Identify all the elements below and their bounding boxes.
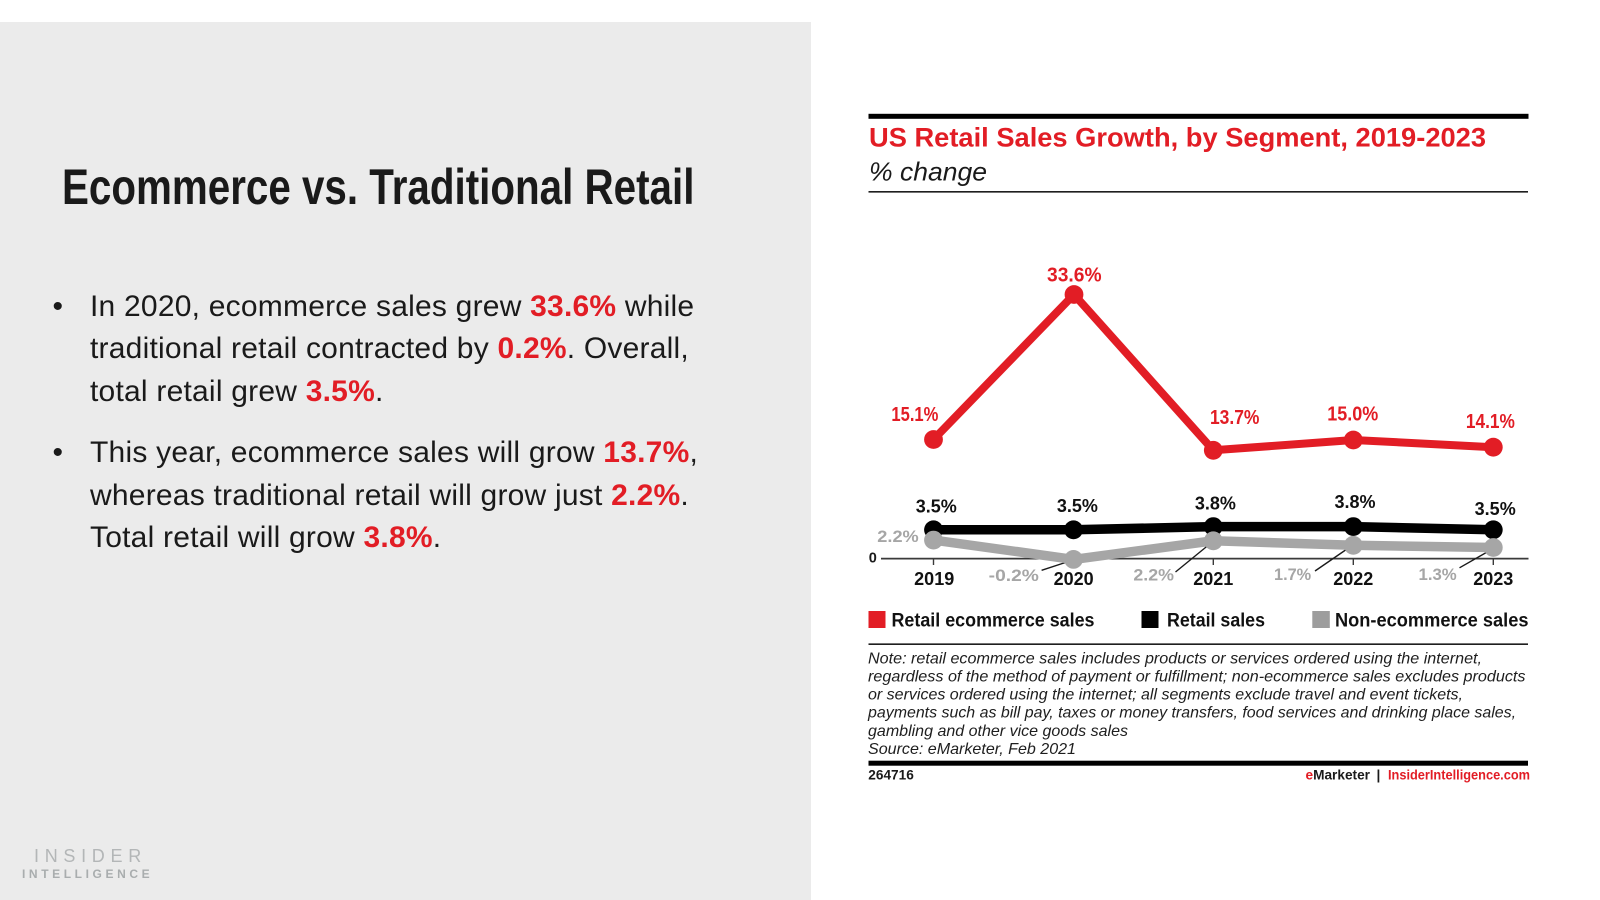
svg-text:3.8%: 3.8%: [1195, 493, 1236, 513]
svg-text:13.7%: 13.7%: [1210, 406, 1260, 429]
svg-text:2019: 2019: [914, 569, 954, 589]
svg-text:or services ordered using the: or services ordered using the internet; …: [868, 687, 1463, 704]
svg-text:3.8%: 3.8%: [1334, 492, 1375, 512]
svg-text:15.0%: 15.0%: [1327, 403, 1378, 426]
svg-text:3.5%: 3.5%: [1475, 499, 1516, 519]
svg-text:2022: 2022: [1333, 569, 1373, 589]
svg-text:-0.2%: -0.2%: [989, 566, 1039, 585]
svg-text:1.7%: 1.7%: [1274, 565, 1311, 584]
svg-text:15.1%: 15.1%: [891, 403, 938, 426]
svg-text:US Retail Sales Growth, by Seg: US Retail Sales Growth, by Segment, 2019…: [869, 122, 1486, 152]
svg-text:InsiderIntelligence.com: InsiderIntelligence.com: [1388, 768, 1530, 783]
svg-text:|: |: [1377, 768, 1381, 783]
svg-text:1.3%: 1.3%: [1419, 565, 1457, 584]
svg-text:regardless of the method of pa: regardless of the method of payment or f…: [868, 669, 1526, 686]
svg-text:gambling and other vice goods: gambling and other vice goods sales: [868, 723, 1128, 740]
svg-text:0: 0: [869, 550, 877, 566]
svg-text:eMarketer: eMarketer: [1306, 768, 1371, 783]
svg-text:2020: 2020: [1054, 569, 1094, 589]
svg-text:Note: retail ecommerce sales i: Note: retail ecommerce sales includes pr…: [868, 650, 1482, 667]
svg-text:Non-ecommerce sales: Non-ecommerce sales: [1335, 610, 1529, 631]
svg-text:payments such as bill pay, tax: payments such as bill pay, taxes or mone…: [867, 705, 1516, 722]
svg-text:264716: 264716: [868, 768, 914, 783]
svg-text:2021: 2021: [1193, 569, 1233, 589]
svg-text:2.2%: 2.2%: [877, 527, 918, 546]
svg-text:2023: 2023: [1473, 569, 1513, 589]
svg-text:2.2%: 2.2%: [1133, 566, 1174, 585]
svg-text:% change: % change: [869, 157, 987, 187]
svg-text:3.5%: 3.5%: [916, 496, 957, 516]
svg-text:Retail ecommerce sales: Retail ecommerce sales: [892, 610, 1095, 631]
svg-text:14.1%: 14.1%: [1466, 410, 1515, 433]
svg-text:Source: eMarketer, Feb 2021: Source: eMarketer, Feb 2021: [868, 741, 1076, 758]
svg-text:3.5%: 3.5%: [1057, 496, 1098, 516]
svg-text:Retail sales: Retail sales: [1167, 610, 1265, 631]
svg-text:33.6%: 33.6%: [1047, 264, 1102, 287]
